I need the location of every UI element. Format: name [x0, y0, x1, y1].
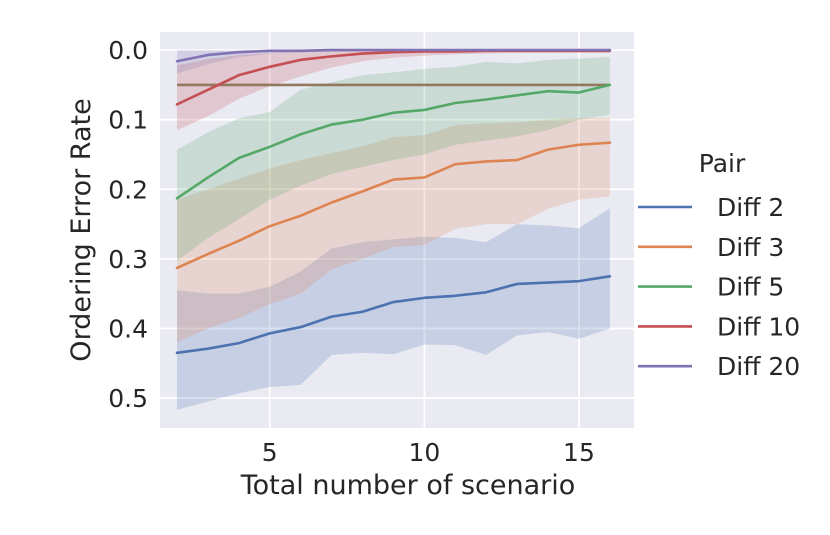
x-tick-label: 15: [563, 438, 595, 467]
series-line-diff-3: [175, 141, 612, 270]
y-tick-label: 0.0: [108, 36, 148, 65]
y-tick-label: 0.4: [108, 314, 148, 343]
series-line-diff-2: [175, 274, 612, 355]
gridlines: [160, 32, 634, 428]
x-tick-labels: 5 10 15: [262, 438, 595, 467]
y-tick-label: 0.5: [108, 384, 148, 413]
legend-label: Diff 2: [717, 193, 784, 222]
series-line-diff-20: [175, 48, 612, 63]
confidence-band-diff-3: [177, 117, 610, 343]
confidence-band-diff-5: [177, 57, 610, 261]
x-tick-label: 5: [262, 438, 278, 467]
y-tick-label: 0.2: [108, 175, 148, 204]
confidence-band-diff-20: [177, 50, 610, 74]
series-line-diff-5: [175, 83, 612, 200]
legend-entries: Diff 2 Diff 3 Diff 5 Diff 10 Diff 20: [638, 193, 800, 381]
y-axis-label: Ordering Error Rate: [66, 98, 97, 361]
x-tick-label: 10: [408, 438, 440, 467]
confidence-band-diff-10: [177, 50, 610, 131]
x-axis-label: Total number of scenario: [240, 470, 576, 501]
legend-title: Pair: [699, 149, 746, 178]
legend-label: Diff 20: [717, 352, 800, 381]
legend-label: Diff 3: [717, 233, 784, 262]
y-tick-label: 0.3: [108, 245, 148, 274]
legend-item-diff-20: Diff 20: [638, 352, 800, 381]
confidence-band-diff-2: [177, 208, 610, 410]
legend-item-diff-3: Diff 3: [638, 233, 784, 262]
legend: Pair Diff 2 Diff 3 Diff 5 Diff 10 Diff 20: [638, 149, 800, 381]
series-lines: [175, 48, 612, 355]
confidence-bands: [177, 50, 610, 410]
legend-label: Diff 5: [717, 273, 784, 302]
legend-item-diff-2: Diff 2: [638, 193, 784, 222]
legend-item-diff-5: Diff 5: [638, 273, 784, 302]
legend-item-diff-10: Diff 10: [638, 312, 800, 341]
y-tick-label: 0.1: [108, 106, 148, 135]
plot-area: [160, 32, 634, 428]
legend-label: Diff 10: [717, 312, 800, 341]
y-tick-labels: 0.0 0.1 0.2 0.3 0.4 0.5: [108, 36, 148, 413]
